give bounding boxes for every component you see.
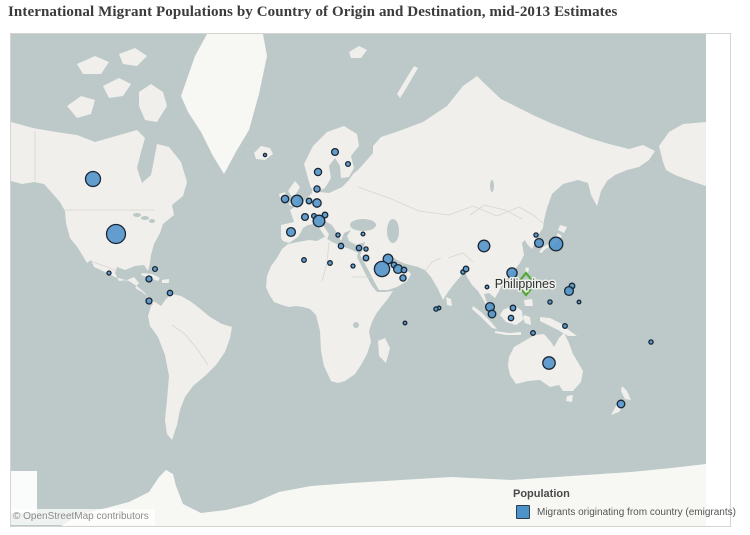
marker-papua-new-guinea[interactable] [562,323,568,329]
legend-swatch-icon[interactable] [516,505,530,519]
legend-title: Population [513,488,570,500]
map-pane[interactable]: Philippines Population Migrants originat… [10,33,736,527]
marker-uae[interactable] [400,266,408,274]
marker-croatia[interactable] [335,232,341,238]
marker-libya[interactable] [327,260,333,266]
marker-new-zealand[interactable] [616,399,626,409]
marker-united-states[interactable] [105,223,127,245]
marker-japan[interactable] [548,236,564,252]
marker-egypt[interactable] [350,263,356,269]
marker-norway[interactable] [313,167,323,177]
marker-jamaica-haiti[interactable] [145,275,153,283]
marker-morocco-algeria[interactable] [301,257,307,263]
marker-colombia-panama[interactable] [145,297,153,305]
legend: Population Migrants originating from cou… [503,488,736,519]
marker-sri-lanka[interactable] [433,306,439,312]
marker-vietnam[interactable] [484,284,490,290]
marker-brunei[interactable] [509,304,517,312]
marker-indonesia[interactable] [507,314,515,322]
marker-fiji-samoa[interactable] [648,339,654,345]
legend-item-label: Migrants originating from country (emigr… [537,506,736,518]
highlight-layer: Philippines [493,271,557,297]
marker-italy[interactable] [312,214,326,228]
legend-item-emigrants[interactable]: Migrants originating from country (emigr… [503,505,736,519]
marker-micronesia[interactable] [576,299,582,305]
marker-seychelles[interactable] [402,320,408,326]
marker-canada[interactable] [84,170,102,188]
marker-lebanon[interactable] [363,246,369,252]
marker-netherlands[interactable] [305,197,313,205]
map-attribution[interactable]: © OpenStreetMap contributors [11,509,155,525]
marker-hong-kong[interactable] [506,267,518,279]
marker-guam[interactable] [563,285,575,297]
marker-cuba-bahamas[interactable] [151,265,159,273]
marker-france[interactable] [300,212,310,222]
marker-saudi-arabia[interactable] [373,260,391,278]
tile-gap [11,471,37,513]
marker-south-korea[interactable] [533,237,545,249]
country-borders [34,131,545,366]
page-title: International Migrant Populations by Cou… [8,4,618,20]
world-map[interactable]: Philippines [11,34,706,526]
inland-waters [133,180,494,328]
marker-bangladesh[interactable] [462,265,470,273]
marker-singapore[interactable] [487,309,497,319]
marker-turkey[interactable] [360,231,366,237]
marker-cyprus[interactable] [355,244,363,252]
marker-israel-jordan[interactable] [362,254,370,262]
marker-mexico[interactable] [106,270,112,276]
philippines-highlight-diamond[interactable] [515,271,537,297]
marker-oman[interactable] [399,274,407,282]
marker-venezuela[interactable] [166,289,174,297]
marker-north-korea[interactable] [533,232,539,238]
philippines-label: Philippines [495,277,555,291]
marker-china[interactable] [477,239,491,253]
marker-finland[interactable] [344,160,352,168]
marker-ireland[interactable] [280,194,290,204]
marker-spain[interactable] [285,226,297,238]
marker-sweden[interactable] [330,147,340,157]
marker-denmark[interactable] [313,185,321,193]
marker-germany[interactable] [312,198,322,208]
marker-australia[interactable] [542,356,556,370]
marker-austria[interactable] [321,211,329,219]
marker-greece[interactable] [337,242,345,250]
marker-timor[interactable] [530,330,536,336]
marker-united-kingdom[interactable] [290,194,304,208]
migrant-markers-layer [84,147,654,409]
marker-iceland[interactable] [262,152,268,158]
marker-palau[interactable] [547,299,553,305]
